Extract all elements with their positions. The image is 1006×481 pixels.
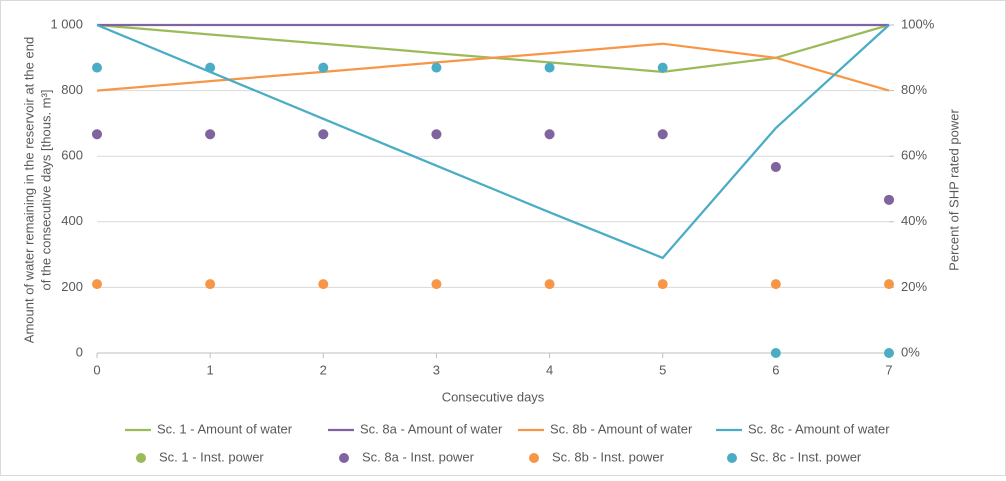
y-tick-label: 1 000 [50, 16, 83, 31]
legend-swatch [339, 453, 349, 463]
legend-label: Sc. 8b - Amount of water [550, 421, 693, 436]
y2-tick-label: 20% [901, 279, 927, 294]
data-point [92, 279, 102, 290]
legend-label: Sc. 1 - Amount of water [157, 421, 293, 436]
y-tick-label: 200 [61, 279, 83, 294]
data-point [544, 62, 555, 73]
data-point [205, 129, 216, 140]
data-point [770, 279, 781, 290]
legend-swatch [727, 453, 737, 463]
data-point [884, 194, 894, 205]
data-point [205, 279, 216, 290]
legend-label: Sc. 8c - Amount of water [748, 421, 890, 436]
y2-tick-label: 80% [901, 82, 927, 97]
data-point [92, 62, 102, 73]
data-line [96, 23, 890, 260]
data-point [544, 279, 555, 290]
legend-label: Sc. 8a - Amount of water [360, 421, 503, 436]
x-tick-label: 0 [93, 362, 100, 377]
y-tick-label: 400 [61, 213, 83, 228]
y-tick-label: 600 [61, 148, 83, 163]
y2-tick-label: 0% [901, 344, 920, 359]
y-tick-label: 0 [76, 344, 83, 359]
data-point [544, 129, 555, 140]
x-tick-label: 1 [207, 362, 214, 377]
data-point [770, 348, 781, 358]
x-axis-title: Consecutive days [442, 389, 545, 404]
x-tick-label: 6 [772, 362, 779, 377]
legend-label: Sc. 8a - Inst. power [362, 449, 475, 464]
x-tick-label: 5 [659, 362, 666, 377]
y2-tick-label: 100% [901, 16, 935, 31]
data-point [318, 129, 329, 140]
y2-tick-label: 60% [901, 148, 927, 163]
data-point [431, 279, 442, 290]
legend-label: Sc. 1 - Inst. power [159, 449, 264, 464]
y-axis-title: Amount of water remaining in the reservo… [21, 37, 36, 343]
legend-label: Sc. 8c - Inst. power [750, 449, 862, 464]
data-point [657, 129, 668, 140]
y2-axis-title: Percent of SHP rated power [946, 109, 961, 271]
x-tick-label: 2 [320, 362, 327, 377]
legend-label: Sc. 8b - Inst. power [552, 449, 665, 464]
data-point [884, 348, 894, 358]
data-point [770, 162, 781, 173]
legend-swatch [136, 453, 146, 463]
data-point [431, 129, 442, 140]
x-tick-label: 4 [546, 362, 553, 377]
x-tick-label: 7 [885, 362, 892, 377]
data-point [657, 279, 668, 290]
data-point [318, 62, 329, 73]
data-point [884, 279, 894, 290]
y2-tick-label: 40% [901, 213, 927, 228]
data-point [205, 62, 216, 73]
y-axis-title: of the consecutive days [thous. m³] [38, 90, 53, 291]
data-point [657, 62, 668, 73]
legend-swatch [529, 453, 539, 463]
data-point [431, 62, 442, 73]
x-tick-label: 3 [433, 362, 440, 377]
y-tick-label: 800 [61, 82, 83, 97]
data-point [92, 129, 102, 140]
data-point [318, 279, 329, 290]
